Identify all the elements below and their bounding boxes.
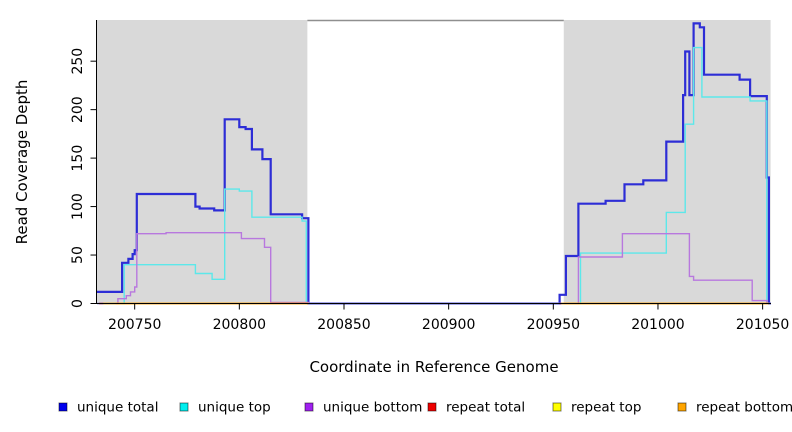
legend-label: repeat bottom <box>696 400 792 416</box>
y-tick-label: 150 <box>70 145 86 172</box>
plot-background <box>97 19 771 304</box>
x-tick-label: 200900 <box>422 317 475 333</box>
y-axis-title: Read Coverage Depth <box>13 80 31 245</box>
legend-label: unique top <box>198 400 271 416</box>
x-tick-label: 200950 <box>527 317 580 333</box>
legend-item-repeat-top: repeat top <box>552 400 641 416</box>
x-axis-ticks: 200750 200800 200850 200900 200950 201000 2010… <box>108 303 789 333</box>
x-tick-label: 200800 <box>213 317 266 333</box>
legend-swatch <box>304 402 314 412</box>
legend-label: repeat top <box>571 400 641 416</box>
legend-swatch <box>677 402 687 412</box>
y-axis-ticks: 0 50 100 150 200 250 <box>70 48 97 308</box>
legend-swatch <box>58 402 68 412</box>
x-tick-label: 200750 <box>108 317 161 333</box>
legend-item-unique-bottom: unique bottom <box>304 400 422 416</box>
legend-swatch <box>552 402 562 412</box>
legend-item-repeat-bottom: repeat bottom <box>677 400 792 416</box>
legend-item-repeat-total: repeat total <box>427 400 525 416</box>
x-tick-label: 201000 <box>631 317 684 333</box>
x-axis-title: Coordinate in Reference Genome <box>309 358 558 376</box>
legend-label: unique bottom <box>323 400 422 416</box>
legend-label: repeat total <box>446 400 525 416</box>
x-tick-label: 201050 <box>736 317 789 333</box>
y-tick-label: 0 <box>70 299 86 308</box>
series-unique-top-line <box>97 46 771 305</box>
x-tick-label: 200850 <box>317 317 370 333</box>
axes: 200750 200800 200850 200900 200950 201000 2010… <box>13 20 789 376</box>
legend-label: unique total <box>77 400 158 416</box>
series-unique-total-line <box>97 22 771 305</box>
legend-item-unique-top: unique top <box>179 400 271 416</box>
legend-item-unique-total: unique total <box>58 400 158 416</box>
legend-swatch <box>427 402 437 412</box>
y-tick-label: 250 <box>70 48 86 75</box>
y-tick-label: 200 <box>70 96 86 123</box>
series-unique-bottom-line <box>97 232 771 305</box>
legend-swatch <box>179 402 189 412</box>
y-tick-label: 100 <box>70 193 86 220</box>
y-tick-label: 50 <box>70 246 86 264</box>
legend: unique total unique top unique bottom repea… <box>58 400 792 416</box>
